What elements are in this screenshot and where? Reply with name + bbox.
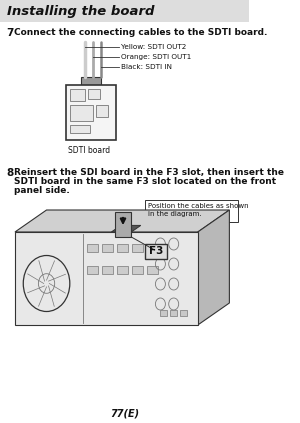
Text: panel side.: panel side. (14, 186, 70, 195)
Bar (87, 244, 98, 252)
Bar (96, 105, 108, 117)
Text: 7: 7 (7, 28, 14, 38)
Text: in the diagram.: in the diagram. (148, 211, 202, 217)
Bar (102, 266, 113, 274)
Bar (102, 244, 113, 252)
Bar (147, 266, 158, 274)
Bar (117, 266, 128, 274)
Bar (117, 244, 128, 252)
Bar (70, 105, 93, 121)
Text: F3: F3 (149, 247, 164, 256)
Text: SDTI board in the same F3 slot located on the front: SDTI board in the same F3 slot located o… (14, 177, 276, 186)
Bar (180, 310, 187, 316)
Text: Orange: SDTI OUT1: Orange: SDTI OUT1 (121, 54, 191, 60)
Text: Connect the connecting cables to the SDTI board.: Connect the connecting cables to the SDT… (14, 28, 268, 37)
Bar (132, 266, 143, 274)
Polygon shape (111, 225, 141, 232)
Bar (70, 125, 90, 133)
Bar (88, 89, 100, 99)
Text: Reinsert the SDI board in the F3 slot, then insert the: Reinsert the SDI board in the F3 slot, t… (14, 168, 284, 177)
Text: 77(E): 77(E) (110, 408, 139, 418)
Bar (145, 200, 238, 222)
FancyBboxPatch shape (67, 85, 116, 140)
FancyBboxPatch shape (146, 244, 167, 259)
Bar (170, 310, 177, 316)
Bar (115, 212, 131, 237)
Text: Position the cables as shown: Position the cables as shown (148, 203, 249, 209)
Polygon shape (198, 210, 230, 325)
Bar (132, 244, 143, 252)
Bar (81, 77, 101, 85)
Polygon shape (15, 210, 230, 232)
Bar (87, 266, 98, 274)
Text: Installing the board: Installing the board (7, 5, 154, 17)
Text: Yellow: SDTI OUT2: Yellow: SDTI OUT2 (121, 44, 186, 50)
Text: SDTI board: SDTI board (68, 146, 110, 155)
Bar (0, 0, 249, 22)
Bar (147, 244, 158, 252)
Text: Black: SDTI IN: Black: SDTI IN (121, 64, 172, 70)
Text: 8: 8 (7, 168, 14, 178)
Bar (70, 89, 85, 101)
Bar (160, 310, 167, 316)
Polygon shape (15, 232, 198, 325)
